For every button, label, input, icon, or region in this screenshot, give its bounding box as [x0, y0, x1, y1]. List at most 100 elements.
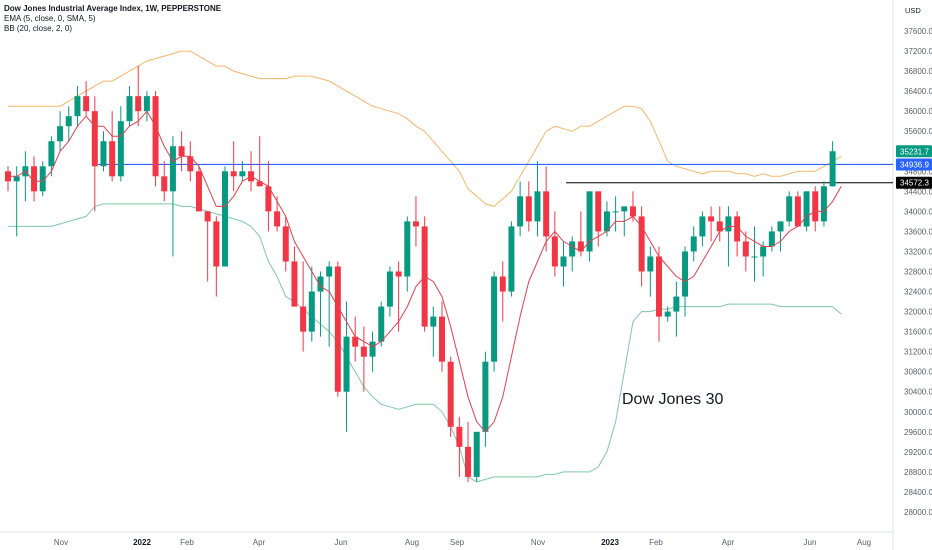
- candle: [360, 326, 367, 392]
- candle-body: [499, 276, 506, 292]
- candle: [135, 66, 142, 127]
- candle: [421, 216, 428, 332]
- candle: [100, 131, 107, 172]
- candle: [742, 231, 749, 272]
- candle: [577, 211, 584, 257]
- time-tick-label: Nov: [531, 538, 545, 547]
- candle-body: [525, 196, 532, 222]
- candle-body: [65, 116, 72, 127]
- candle: [404, 216, 411, 292]
- time-tick-label: Aug: [405, 538, 419, 547]
- candle: [83, 81, 90, 117]
- candle: [239, 161, 246, 182]
- price-axis[interactable]: 28000.0 28400.0 28800.0 29200.0 29600.0 30000…: [904, 27, 932, 517]
- candle: [708, 206, 715, 242]
- time-tick-label: Aug: [857, 538, 871, 547]
- candle: [126, 86, 133, 127]
- candle: [812, 186, 819, 232]
- candle-body: [161, 176, 168, 192]
- candle-body: [282, 226, 289, 262]
- candle-body: [222, 171, 228, 267]
- candle-body: [57, 126, 64, 142]
- candle-body: [430, 316, 437, 327]
- ema-line-path: [8, 110, 842, 433]
- candle: [699, 211, 706, 247]
- last-price-label-bg: [896, 145, 932, 158]
- candle-body: [135, 96, 142, 112]
- currency-label: USD: [905, 6, 921, 15]
- candles: [5, 66, 836, 482]
- candle-body: [239, 171, 246, 177]
- candle-body: [690, 236, 697, 252]
- candle: [794, 191, 801, 227]
- candle-body: [395, 271, 402, 277]
- price-tick-label: 37600.0: [904, 27, 932, 36]
- candle: [343, 301, 350, 432]
- time-tick-label: Feb: [649, 538, 663, 547]
- price-tick-label: 34000.0: [904, 207, 932, 216]
- candle: [256, 136, 263, 187]
- candle-body: [465, 446, 472, 477]
- candle: [829, 141, 836, 187]
- candle-body: [13, 176, 20, 182]
- black-level-label-text: 34572.3: [900, 179, 929, 188]
- candle-body: [369, 341, 376, 357]
- candle-body: [569, 241, 576, 257]
- candle: [117, 106, 124, 182]
- candle: [291, 246, 298, 307]
- candle-body: [48, 141, 55, 167]
- candle: [204, 211, 211, 282]
- candle: [690, 226, 697, 262]
- candle-body: [74, 96, 81, 117]
- black-level-label-bg: [896, 176, 932, 189]
- candle-body: [621, 206, 628, 212]
- candle-body: [109, 141, 116, 177]
- price-tick-label: 36400.0: [904, 87, 932, 96]
- candle-body: [91, 111, 98, 167]
- candle-body: [143, 96, 150, 112]
- candle-body: [708, 216, 715, 222]
- candle-body: [274, 211, 281, 227]
- candle: [820, 181, 827, 227]
- candle-body: [734, 216, 741, 242]
- candle-body: [699, 216, 706, 237]
- price-tick-label: 36000.0: [904, 107, 932, 116]
- candle: [48, 136, 55, 177]
- last-price-label: 35231.7: [896, 145, 932, 158]
- candle: [65, 106, 72, 142]
- candle: [57, 111, 64, 152]
- candle-body: [673, 296, 680, 312]
- candle-body: [612, 211, 619, 213]
- chart-annotation: Dow Jones 30: [622, 391, 723, 408]
- bb-upper-line: [8, 50, 842, 207]
- candle: [334, 261, 341, 397]
- candle: [300, 261, 307, 352]
- time-axis[interactable]: Nov 2022 Feb Apr Jun Aug Sep Nov 2023 Feb Apr Jun Au…: [54, 538, 871, 547]
- candle: [178, 131, 185, 172]
- candle-body: [447, 361, 454, 427]
- candle: [369, 331, 376, 372]
- candle: [656, 246, 662, 342]
- time-tick-label: 2023: [601, 538, 619, 547]
- candle-body: [794, 196, 801, 227]
- time-tick-label: Feb: [180, 538, 194, 547]
- price-tick-label: 30800.0: [904, 368, 932, 377]
- price-tick-label: 34800.0: [904, 167, 932, 176]
- candle-body: [213, 221, 220, 267]
- candle-body: [230, 171, 237, 177]
- candle-body: [256, 181, 263, 187]
- price-tick-label: 37200.0: [904, 47, 932, 56]
- candle-body: [577, 241, 584, 252]
- candle: [786, 191, 793, 227]
- time-tick-label: Jun: [804, 538, 817, 547]
- candle-body: [517, 196, 524, 227]
- candle-body: [100, 141, 107, 167]
- candle-body: [829, 151, 836, 187]
- candle: [491, 271, 498, 372]
- candle-body: [603, 211, 610, 232]
- chart-legend: Dow Jones Industrial Average Index, 1W, …: [4, 4, 221, 34]
- legend-ema: EMA (5, close, 0, SMA, 5): [4, 14, 96, 23]
- candle-body: [647, 256, 654, 272]
- candle: [447, 356, 454, 437]
